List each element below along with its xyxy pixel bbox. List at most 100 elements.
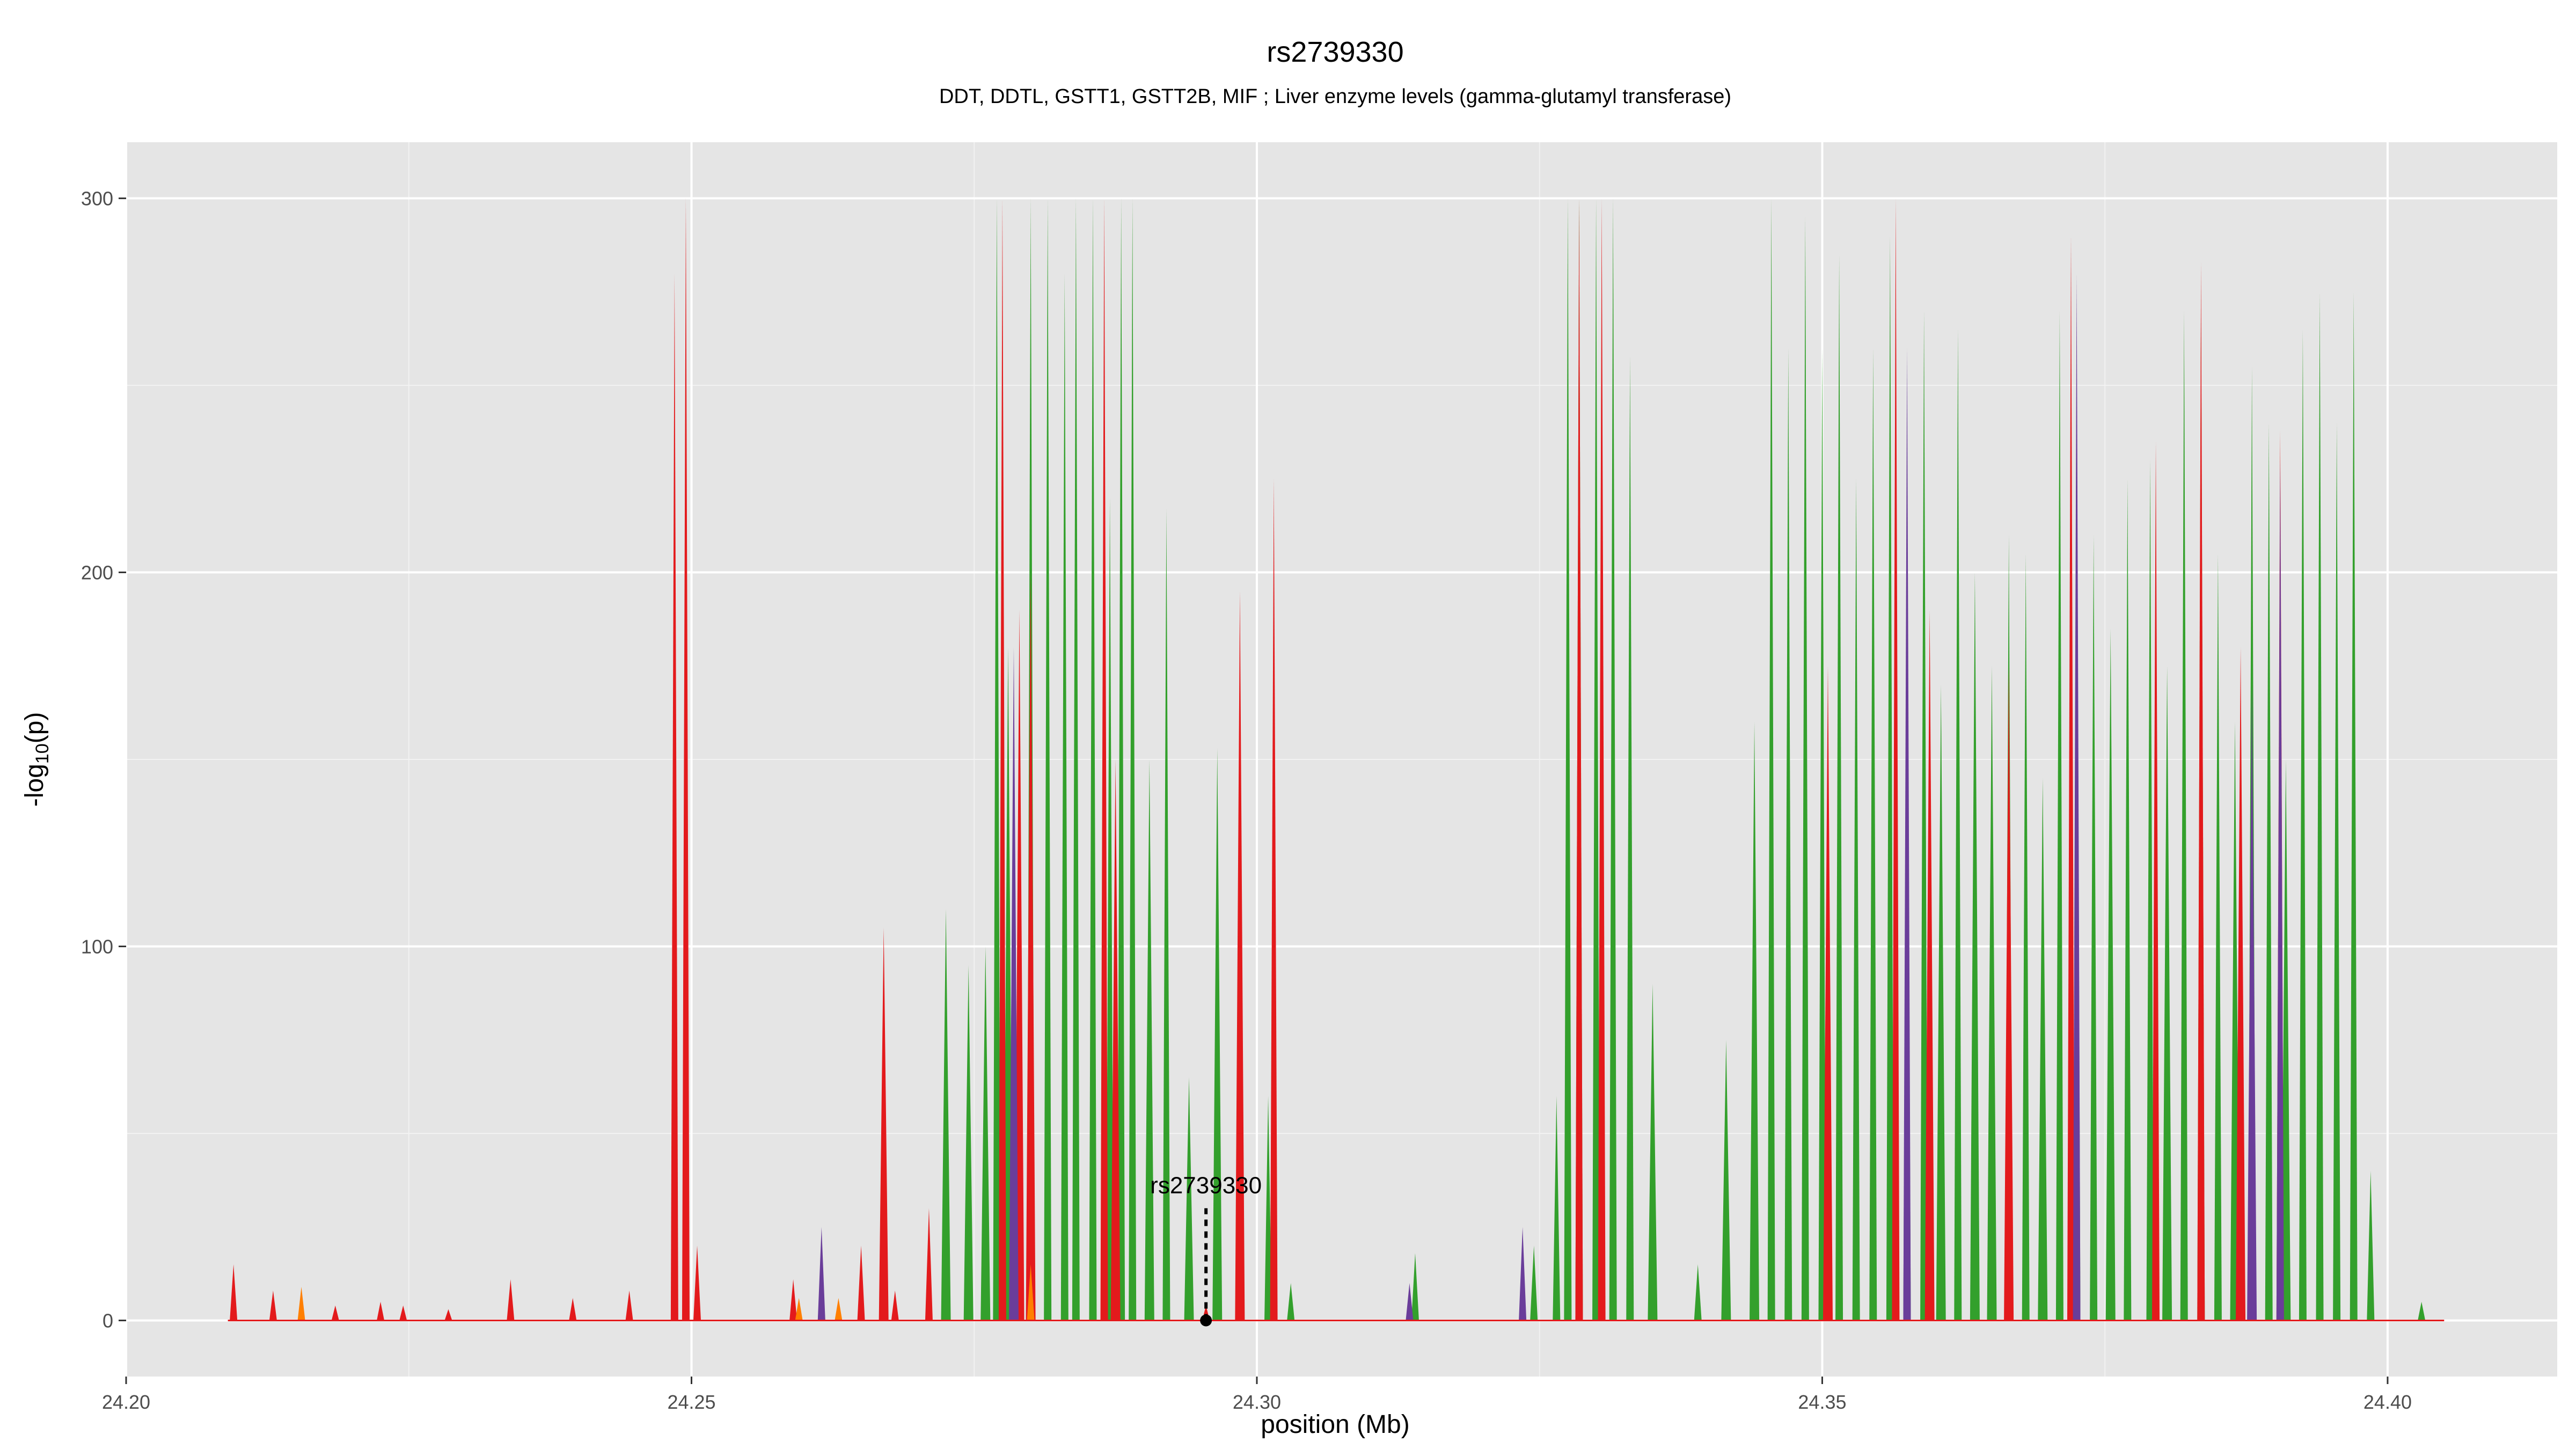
series-peak <box>1089 198 1097 1321</box>
series-peak <box>1609 198 1617 1321</box>
series-peak <box>879 927 889 1321</box>
y-axis-label-tail: (p) <box>20 712 49 744</box>
series-peak <box>1598 198 1606 1321</box>
series-peak <box>1767 198 1775 1321</box>
series-peak <box>2022 553 2030 1321</box>
series-peak <box>1162 509 1170 1321</box>
series-peak <box>1117 198 1125 1321</box>
series-peak <box>2333 422 2341 1321</box>
series-peak <box>2350 291 2358 1321</box>
series-purple <box>817 273 2284 1321</box>
x-tick-label: 24.30 <box>1233 1391 1281 1413</box>
series-peak <box>569 1298 577 1321</box>
series-peak <box>1530 1246 1538 1321</box>
series-peak <box>1564 198 1572 1321</box>
series-peak <box>1110 759 1121 1321</box>
series-peak <box>993 198 1001 1321</box>
series-peak <box>2067 236 2075 1321</box>
series-peak <box>1835 254 1843 1321</box>
series-peak <box>1987 665 1997 1321</box>
series-peak <box>1411 1253 1419 1321</box>
series-peak <box>2105 628 2116 1321</box>
series-peak <box>2055 310 2063 1321</box>
series-peak <box>2004 665 2014 1321</box>
series-peak <box>1287 1283 1295 1321</box>
series-peak <box>2073 273 2081 1321</box>
series-peak <box>507 1279 515 1321</box>
series-peak <box>230 1264 238 1321</box>
svg-text:-log10(p): -log10(p) <box>20 712 53 807</box>
series-peak <box>1784 348 1792 1321</box>
series-peak <box>693 1246 701 1321</box>
x-tick-label: 24.40 <box>2363 1391 2412 1413</box>
series-peak <box>297 1286 305 1321</box>
series-peak <box>2418 1301 2426 1321</box>
series-peak <box>2146 460 2154 1321</box>
series-peak <box>1184 1077 1194 1321</box>
series-peak <box>1264 1096 1272 1321</box>
series-peak <box>1592 198 1600 1321</box>
series-peak <box>1924 610 1935 1321</box>
y-tick-label: 100 <box>81 935 113 957</box>
series-red <box>230 198 2284 1321</box>
series-peak <box>1852 479 1860 1321</box>
series-peak <box>925 1208 933 1321</box>
series-peak <box>2197 262 2205 1321</box>
series-peak <box>941 909 951 1321</box>
series-peak <box>1694 1264 1702 1321</box>
series-orange <box>297 1264 1035 1321</box>
series-peak <box>1235 591 1245 1321</box>
x-tick-label: 24.20 <box>102 1391 150 1413</box>
series-peak <box>1920 310 1928 1321</box>
annotation-label: rs2739330 <box>1150 1172 1262 1198</box>
y-tick-label: 200 <box>81 562 113 584</box>
series-peak <box>2316 291 2324 1321</box>
chart-title: rs2739330 <box>1267 36 1403 68</box>
series-peak <box>1060 273 1069 1321</box>
series-peak <box>682 198 690 1321</box>
series-peak <box>1886 236 1894 1321</box>
series-peak <box>2180 310 2188 1321</box>
series-peak <box>1144 759 1154 1321</box>
series-peak <box>789 1279 797 1321</box>
annotation-point <box>1200 1314 1212 1327</box>
y-tick-label: 300 <box>81 188 113 210</box>
x-axis-label: position (Mb) <box>1261 1410 1409 1439</box>
series-peak <box>1823 665 1833 1321</box>
series-peak <box>1008 647 1019 1321</box>
series-peak <box>1270 479 1278 1321</box>
series-peak <box>1072 198 1080 1321</box>
series-peak <box>835 1298 843 1321</box>
series-peak <box>1106 497 1114 1321</box>
series-peak <box>1519 1227 1527 1321</box>
y-tick-label: 0 <box>103 1309 113 1331</box>
series-peak <box>1721 1040 1731 1321</box>
series-peak <box>891 1290 899 1321</box>
series-peak <box>1818 348 1826 1321</box>
series-peak <box>2124 479 2132 1321</box>
series-peak <box>2299 329 2307 1321</box>
y-axis-label-sub: 10 <box>32 743 53 764</box>
annotation-layer: rs2739330 <box>1150 1172 1262 1327</box>
series-peak <box>625 1290 633 1321</box>
series-layer <box>228 198 2445 1321</box>
series-peak <box>1869 348 1877 1321</box>
series-peak <box>998 198 1006 1321</box>
series-peak <box>1648 984 1658 1321</box>
axes: 24.20 24.25 24.30 24.35 24.40 0 100 200 300 <box>81 188 2412 1413</box>
series-peak <box>1026 572 1036 1321</box>
series-peak <box>963 965 974 1321</box>
series-peak <box>444 1309 452 1321</box>
series-peak <box>1027 1264 1035 1321</box>
series-peak <box>1970 572 1980 1321</box>
series-peak <box>2236 647 2246 1321</box>
series-peak <box>331 1305 339 1321</box>
series-peak <box>2214 553 2222 1321</box>
series-peak <box>2038 778 2048 1321</box>
series-peak <box>1044 198 1052 1321</box>
series-peak <box>1954 329 1962 1321</box>
series-peak <box>1575 198 1583 1321</box>
series-peak <box>1212 748 1223 1321</box>
series-peak <box>1892 198 1900 1321</box>
